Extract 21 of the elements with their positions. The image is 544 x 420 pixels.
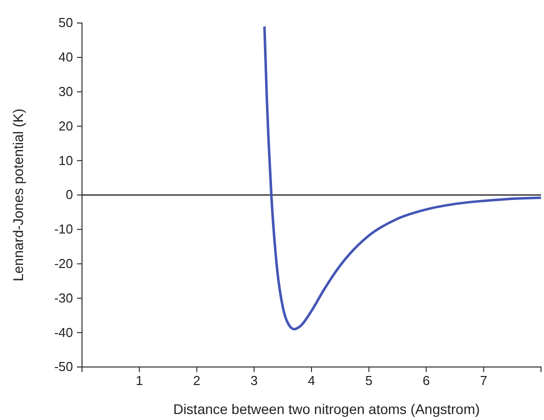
x-tick-label: 3 xyxy=(250,373,258,388)
x-tick-label: 2 xyxy=(193,373,200,388)
y-tick-label: -20 xyxy=(54,256,73,271)
x-tick-label: 7 xyxy=(480,373,488,388)
y-tick-label: -30 xyxy=(54,290,73,306)
x-tick-label: 4 xyxy=(308,373,316,388)
y-tick-label: 40 xyxy=(58,50,73,65)
y-tick-label: -40 xyxy=(54,324,73,340)
y-tick-label: 30 xyxy=(58,84,73,99)
x-tick-label: 5 xyxy=(365,373,372,388)
line-series xyxy=(263,25,542,330)
y-tick-label: -10 xyxy=(54,222,73,237)
y-tick-label: 20 xyxy=(58,118,73,134)
y-tick-label: 0 xyxy=(66,187,73,202)
x-axis-title: Distance between two nitrogen atoms (Angstrom) xyxy=(173,401,480,417)
x-tick-label: 6 xyxy=(422,373,430,388)
y-tick-label: -50 xyxy=(54,359,73,374)
x-tick-label: 1 xyxy=(136,373,143,388)
y-axis-title: Lennard-Jones potential (K) xyxy=(10,108,26,282)
y-tick-label: 10 xyxy=(58,152,73,168)
y-tick-label: 50 xyxy=(58,15,73,30)
